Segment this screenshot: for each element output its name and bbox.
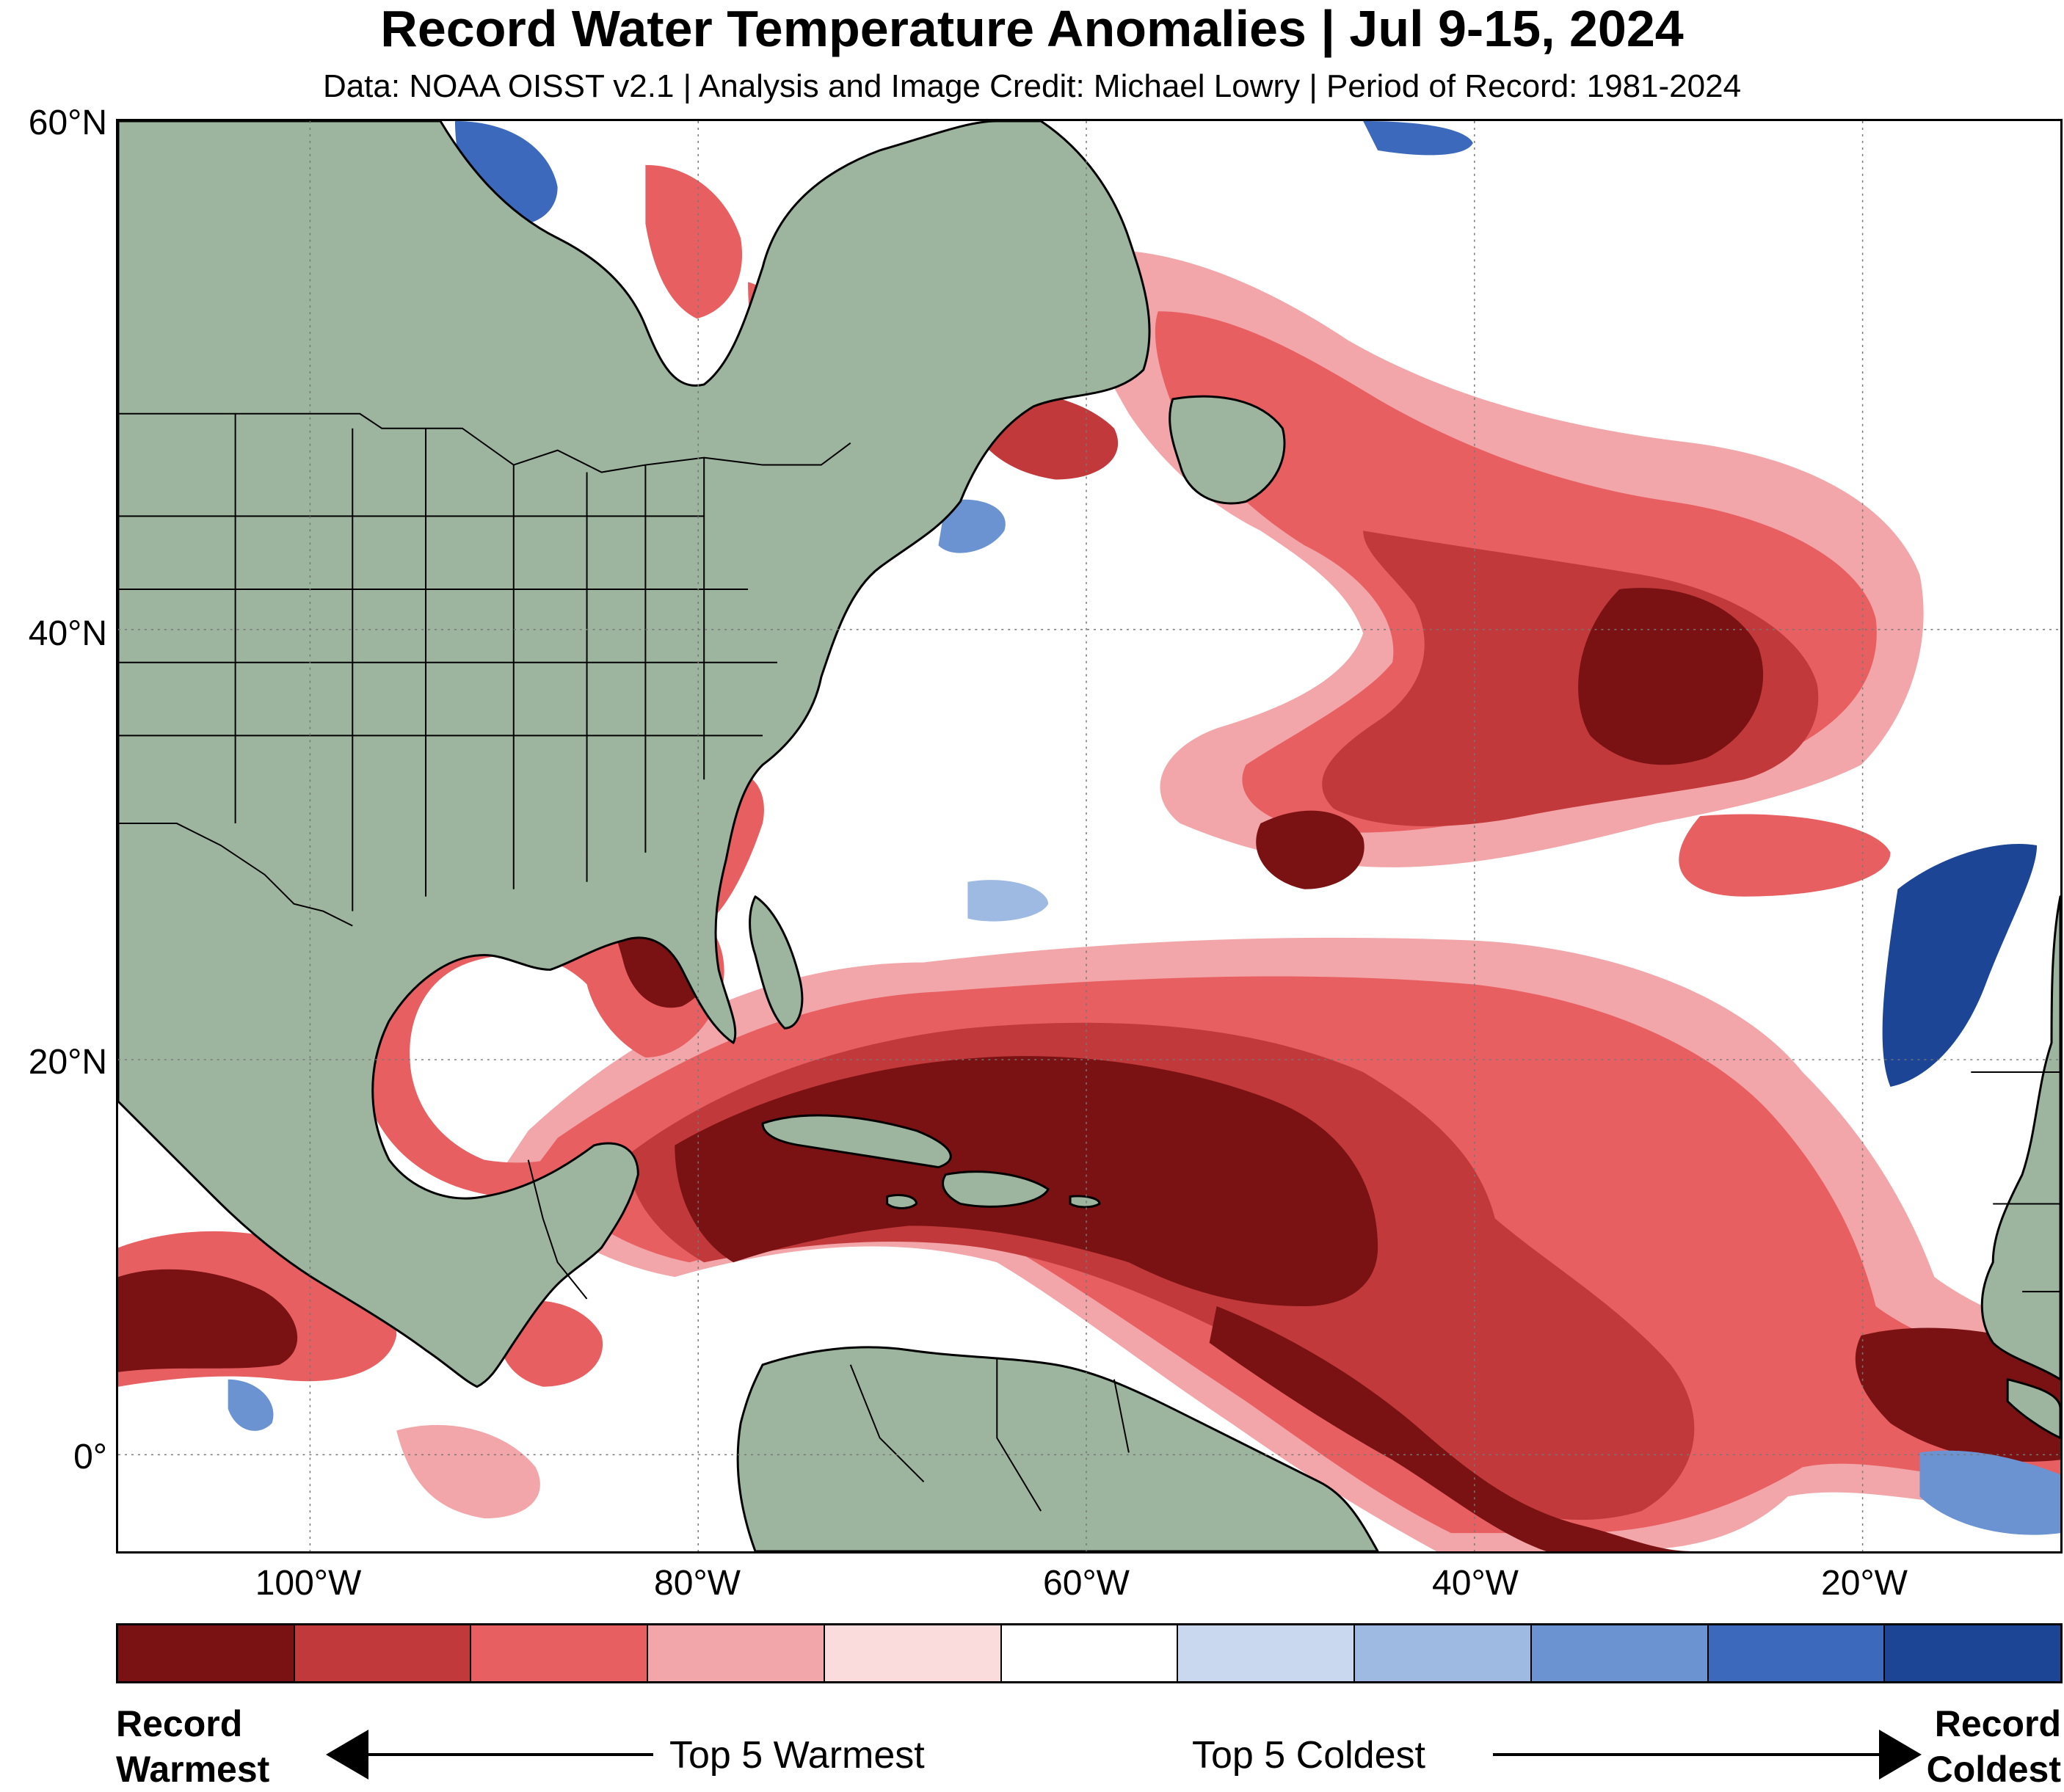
arrow-right-line <box>1493 1753 1883 1756</box>
anomaly-cold-labrador <box>1363 121 1473 156</box>
colorbar-segment-3 <box>648 1625 825 1681</box>
anomaly-north-atlantic-record <box>1578 588 1764 765</box>
land-jamaica <box>886 1194 918 1209</box>
arrow-right-head <box>1879 1730 1922 1780</box>
land-cuba <box>761 1114 952 1169</box>
land-africa <box>1980 895 2060 1381</box>
boundary-lines <box>118 412 2060 1512</box>
colorbar-segment-10 <box>1885 1625 2061 1681</box>
legend-right-label: Record Coldest <box>1927 1701 2061 1792</box>
legend-left-line2: Warmest <box>116 1749 270 1790</box>
colorbar-segment-1 <box>294 1625 472 1681</box>
anomaly-east-atlantic-record <box>1855 1327 2060 1462</box>
border-us-mexico <box>118 823 353 927</box>
gridlines <box>118 121 2060 1551</box>
colorbar-segment-9 <box>1708 1625 1886 1681</box>
anomaly-pacific-light <box>396 1424 540 1519</box>
land-hispaniola <box>942 1170 1050 1208</box>
state-lines-1 <box>118 413 777 911</box>
colorbar-segment-2 <box>471 1625 649 1681</box>
lon-label-100w: 100°W <box>255 1564 362 1603</box>
lon-label-60w: 60°W <box>1043 1564 1130 1603</box>
land-africa-south <box>2006 1378 2060 1439</box>
land-florida <box>749 895 804 1030</box>
colorbar-segment-7 <box>1355 1625 1532 1681</box>
lat-label-60n: 60°N <box>28 103 107 142</box>
legend-right-line1: Record <box>1934 1703 2061 1744</box>
legend-left-line1: Record <box>116 1703 243 1744</box>
anomaly-north-atlantic-record-2 <box>1256 810 1365 889</box>
land-south-america <box>736 1346 1379 1551</box>
anomaly-atlantic-record <box>1209 1306 1693 1551</box>
legend-cold-text: Top 5 Coldest <box>1192 1734 1425 1777</box>
colorbar-segment-6 <box>1178 1625 1356 1681</box>
anomaly-cold-nova-scotia <box>938 499 1006 553</box>
colorbar-segment-0 <box>118 1625 295 1681</box>
lat-label-20n: 20°N <box>28 1043 107 1082</box>
land-north-america <box>118 121 1151 1388</box>
map-panel <box>116 119 2063 1554</box>
arrow-left-line <box>367 1753 653 1756</box>
anomaly-cold-gulf-guinea <box>1919 1450 2060 1535</box>
colorbar-segment-4 <box>824 1625 1002 1681</box>
lon-label-20w: 20°W <box>1821 1564 1908 1603</box>
map-canvas <box>118 121 2060 1551</box>
legend-left-label: Record Warmest <box>116 1701 269 1792</box>
border-central-america <box>527 1159 588 1300</box>
anomaly-pacific-record <box>118 1269 298 1372</box>
legend-right-line2: Coldest <box>1926 1749 2061 1790</box>
legend-warm-text: Top 5 Warmest <box>669 1734 925 1777</box>
land-layer <box>118 121 2060 1551</box>
lat-label-0: 0° <box>73 1438 107 1476</box>
colorbar-segment-8 <box>1531 1625 1709 1681</box>
border-us-canada <box>118 412 851 473</box>
colorbar-segment-5 <box>1001 1625 1179 1681</box>
lon-label-80w: 80°W <box>654 1564 741 1603</box>
map-subtitle: Data: NOAA OISST v2.1 | Analysis and Ima… <box>322 68 1742 104</box>
anomaly-cold-pacific <box>228 1379 274 1431</box>
lon-label-40w: 40°W <box>1432 1564 1519 1603</box>
anomaly-cold-nw-africa <box>1882 844 2038 1087</box>
lat-label-40n: 40°N <box>28 614 107 653</box>
border-south-america-1 <box>849 1357 1130 1512</box>
legend-colorbar <box>116 1623 2063 1683</box>
border-africa <box>1971 1071 2060 1293</box>
land-newfoundland <box>1169 395 1286 505</box>
land-puerto-rico <box>1069 1195 1101 1209</box>
anomaly-mid-atlantic-band <box>1679 814 1891 897</box>
anomaly-layer <box>118 121 2060 1551</box>
map-title: Record Water Temperature Anomalies | Jul… <box>380 0 1684 57</box>
anomaly-hudson-warm <box>645 164 743 319</box>
anomaly-cold-west-mid <box>967 880 1049 922</box>
arrow-left-head <box>326 1730 368 1780</box>
state-lines-2 <box>425 428 705 897</box>
